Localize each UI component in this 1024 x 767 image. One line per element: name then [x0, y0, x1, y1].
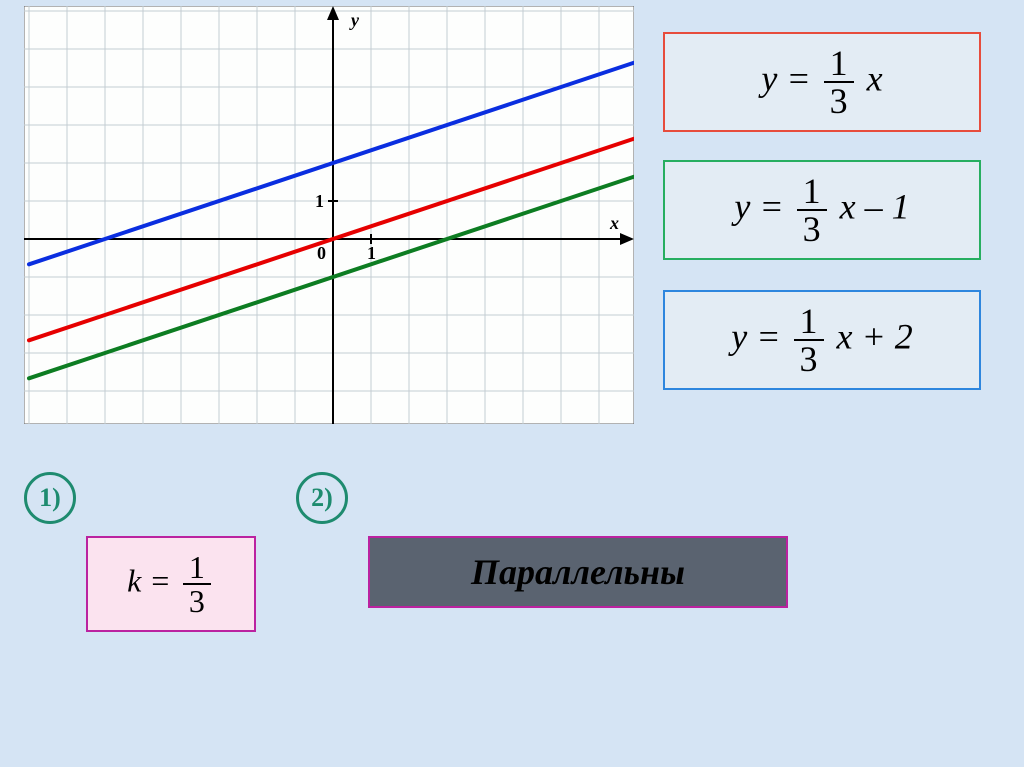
eq1-num: 1 [824, 45, 854, 83]
circle-number-2: 2) [296, 472, 348, 524]
k-den: 3 [183, 585, 211, 617]
k-num: 1 [183, 551, 211, 585]
equation-3: y = 13 x + 2 [663, 290, 981, 390]
svg-text:1: 1 [367, 243, 376, 263]
eq1-suffix: x [867, 58, 883, 98]
k-prefix: k = [127, 562, 171, 598]
eq3-num: 1 [794, 303, 824, 341]
eq2-den: 3 [797, 211, 827, 247]
eq1-prefix: y = [761, 58, 810, 98]
answer-text: Параллельны [471, 551, 685, 593]
eq2-prefix: y = [734, 186, 783, 226]
num1-text: 1) [39, 483, 61, 513]
eq3-den: 3 [794, 341, 824, 377]
equation-1: y = 13 x [663, 32, 981, 132]
svg-text:0: 0 [317, 243, 326, 263]
answer-box: Параллельны [368, 536, 788, 608]
equation-2: y = 13 x – 1 [663, 160, 981, 260]
num2-text: 2) [311, 483, 333, 513]
eq1-den: 3 [824, 83, 854, 119]
svg-text:x: x [609, 213, 619, 233]
eq3-suffix: x + 2 [837, 316, 913, 356]
eq2-suffix: x – 1 [840, 186, 910, 226]
circle-number-1: 1) [24, 472, 76, 524]
eq2-num: 1 [797, 173, 827, 211]
eq3-prefix: y = [731, 316, 780, 356]
line-chart: y x 0 1 1 [24, 6, 644, 436]
svg-text:y: y [349, 10, 360, 30]
k-box: k = 13 [86, 536, 256, 632]
svg-text:1: 1 [315, 191, 324, 211]
